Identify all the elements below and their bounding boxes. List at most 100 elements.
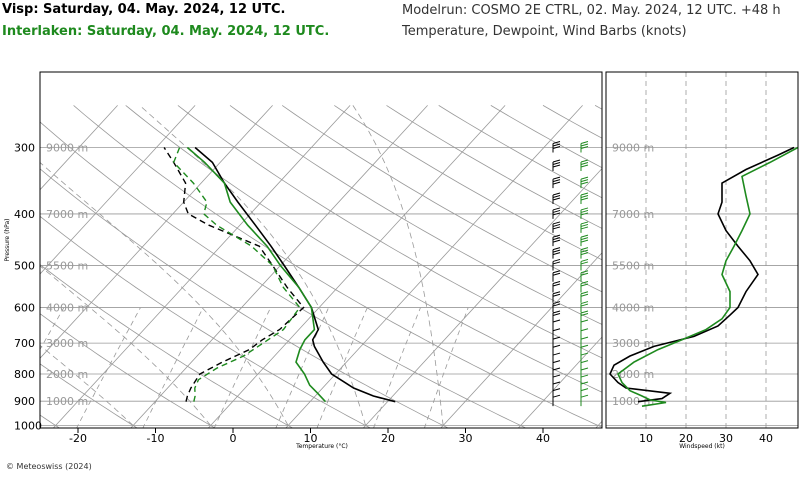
pressure-tick-label: 400 xyxy=(14,208,35,221)
wind-barb xyxy=(552,207,561,219)
pressure-tick-label: 600 xyxy=(14,302,35,315)
dry-adiabat xyxy=(73,105,602,428)
altitude-label: 4000 m xyxy=(612,302,654,315)
pressure-tick-label: 500 xyxy=(14,259,35,272)
mixing-ratio-line xyxy=(373,307,421,428)
altitude-label: 3000 m xyxy=(46,337,88,350)
interlaken-dewpoint-line xyxy=(172,147,301,402)
moist-adiabat xyxy=(40,161,289,426)
windspeed-tick-label: 10 xyxy=(639,432,653,445)
windspeed-tick-label: 40 xyxy=(759,432,773,445)
interlaken-temperature-line xyxy=(186,146,327,403)
altitude-label: 5500 m xyxy=(612,259,654,272)
wind-barb xyxy=(580,221,589,233)
isotherm xyxy=(362,167,602,428)
mixing-ratio-line xyxy=(40,307,65,351)
altitude-label: 5500 m xyxy=(46,259,88,272)
altitude-label: 7000 m xyxy=(612,208,654,221)
wind-barb xyxy=(580,280,589,293)
dry-adiabat xyxy=(229,105,602,325)
mixing-ratio-line xyxy=(316,307,368,428)
windspeed-tick-label: 30 xyxy=(719,432,733,445)
altitude-label: 7000 m xyxy=(46,208,88,221)
wind-barb xyxy=(552,270,561,282)
wind-barb xyxy=(580,141,589,153)
wind-barb xyxy=(552,328,561,340)
wind-barb xyxy=(580,301,589,313)
altitude-label: 1000 m xyxy=(612,395,654,408)
dry-adiabat xyxy=(281,105,602,293)
wind-barb xyxy=(580,258,589,271)
altitude-label: 4000 m xyxy=(46,302,88,315)
moist-adiabat xyxy=(139,105,366,426)
isotherm xyxy=(285,105,583,428)
altitude-label: 9000 m xyxy=(46,142,88,155)
wind-barb xyxy=(580,234,589,247)
pressure-tick-label: 1000 xyxy=(14,420,42,433)
wind-barb xyxy=(552,336,561,349)
temperature-tick-label: -10 xyxy=(147,432,165,445)
wind-barb xyxy=(552,141,561,153)
isotherm xyxy=(40,105,196,275)
moist-adiabat xyxy=(352,105,444,426)
wind-barb xyxy=(580,336,589,349)
wind-barb xyxy=(552,280,561,293)
wind-barb xyxy=(552,247,561,259)
pressure-tick-label: 300 xyxy=(14,142,35,155)
dry-adiabat xyxy=(334,105,602,261)
wind-barb xyxy=(580,207,589,219)
temperature-axis-label: Temperature (°C) xyxy=(295,443,348,450)
temperature-tick-label: -20 xyxy=(69,432,87,445)
wind-barb xyxy=(580,159,589,171)
dry-adiabat xyxy=(386,105,602,229)
chart-subtitle: Temperature, Dewpoint, Wind Barbs (knots… xyxy=(402,24,687,39)
wind-barb xyxy=(552,234,561,247)
pressure-axis-label: Pressure (hPa) xyxy=(4,218,11,261)
dry-adiabat xyxy=(40,363,138,428)
isotherm xyxy=(517,336,602,428)
moist-adiabat xyxy=(40,265,211,426)
isotherm xyxy=(40,105,273,359)
wind-barb xyxy=(552,159,561,171)
model-run-label: Modelrun: COSMO 2E CTRL, 02. May. 2024, … xyxy=(402,3,781,18)
altitude-label: 1000 m xyxy=(46,395,88,408)
dry-adiabat xyxy=(40,121,527,428)
dry-adiabat xyxy=(40,313,216,428)
altitude-label: 3000 m xyxy=(612,337,654,350)
wind-barb xyxy=(552,221,561,233)
mixing-ratio-line xyxy=(142,307,204,428)
windspeed-tick-label: 20 xyxy=(679,432,693,445)
pressure-tick-label: 700 xyxy=(14,337,35,350)
temperature-tick-label: 20 xyxy=(381,432,395,445)
wind-barb xyxy=(580,328,589,340)
isotherm xyxy=(207,105,506,428)
visp-title: Visp: Saturday, 04. May. 2024, 12 UTC. xyxy=(2,2,286,17)
wind-barb xyxy=(580,192,589,205)
temperature-tick-label: 40 xyxy=(536,432,550,445)
windspeed-axis-label: Windspeed (kt) xyxy=(679,443,725,450)
pressure-tick-label: 900 xyxy=(14,395,35,408)
windspeed-frame xyxy=(606,72,798,428)
mixing-ratio-line xyxy=(213,307,271,428)
visp-windspeed-line xyxy=(609,146,795,403)
mixing-ratio-line xyxy=(424,307,469,428)
isotherm xyxy=(52,105,351,428)
wind-barb xyxy=(580,310,589,322)
altitude-label: 2000 m xyxy=(46,368,88,381)
wind-barb xyxy=(580,176,589,189)
wind-barb xyxy=(552,291,561,303)
wind-barb xyxy=(552,319,561,332)
temperature-tick-label: 0 xyxy=(230,432,237,445)
altitude-label: 9000 m xyxy=(612,142,654,155)
isotherm xyxy=(40,105,118,191)
dry-adiabat xyxy=(40,215,372,428)
wind-barb xyxy=(580,247,589,259)
wind-barb xyxy=(552,258,561,271)
temperature-tick-label: 10 xyxy=(304,432,318,445)
interlaken-title: Interlaken: Saturday, 04. May. 2024, 12 … xyxy=(2,24,330,39)
wind-barb xyxy=(552,301,561,313)
temperature-tick-label: 30 xyxy=(459,432,473,445)
mixing-ratio-line xyxy=(76,307,141,428)
wind-barb xyxy=(552,176,561,189)
